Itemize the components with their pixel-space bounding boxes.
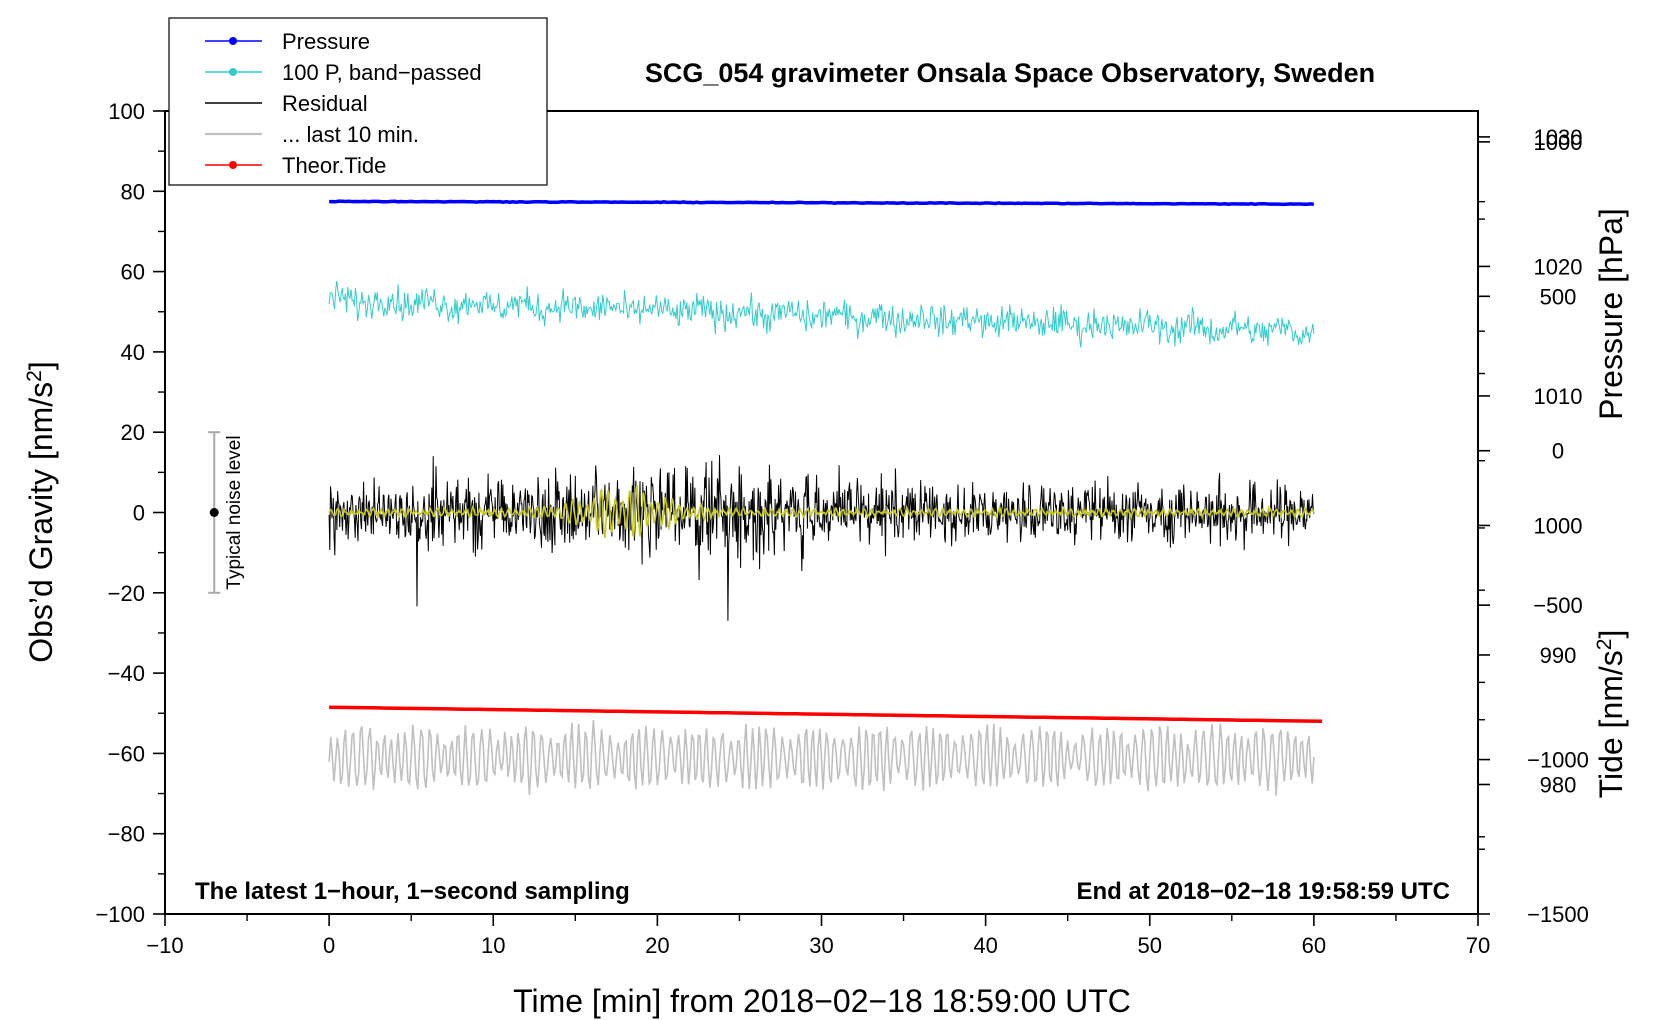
noise-bar-center-dot xyxy=(209,508,219,517)
y-tick-label: 0 xyxy=(133,501,145,526)
axes-layer: −10 0 10 20 30 40 50 60 70−100−80−60−40−20020406… xyxy=(95,99,1588,958)
y-tick-label: 100 xyxy=(108,99,145,124)
noise-bar: Typical noise level xyxy=(208,431,245,594)
tide-tick-label: −500 xyxy=(1533,593,1583,618)
y-tick-label: 80 xyxy=(121,179,145,204)
pressure-tick-label: 980 xyxy=(1540,772,1577,797)
series-residual xyxy=(328,455,1315,621)
tide-tick-label: 1000 xyxy=(1534,130,1583,155)
y-tick-label: 60 xyxy=(121,260,145,285)
noise-label: Typical noise level xyxy=(224,435,245,589)
legend-label: ... last 10 min. xyxy=(282,122,419,147)
y-tick-label: 40 xyxy=(121,340,145,365)
y-axis-title-tide: Tide [nm/s2] xyxy=(1593,630,1630,799)
legend-label: Pressure xyxy=(282,29,370,54)
x-tick-label: 60 xyxy=(1302,933,1326,958)
pressure-tick-label: 1000 xyxy=(1534,513,1583,538)
pressure-tick-label: 990 xyxy=(1540,643,1577,668)
legend-entries: Pressure 100 P, band−passed Residual ... la… xyxy=(205,29,482,178)
legend: Pressure 100 P, band−passed Residual ... la… xyxy=(168,17,548,186)
x-tick-label: 70 xyxy=(1466,933,1490,958)
legend-label: 100 P, band−passed xyxy=(282,60,482,85)
x-tick-label: 50 xyxy=(1138,933,1162,958)
y-axis-title-left: Obs’d Gravity [nm/s2] xyxy=(23,361,60,663)
x-tick-label: 40 xyxy=(973,933,997,958)
annotation-sampling: The latest 1−hour, 1−second sampling xyxy=(195,878,630,905)
tide-tick-label: −1000 xyxy=(1527,748,1589,773)
x-axis-title: Time [min] from 2018−02−18 18:59:00 UTC xyxy=(513,983,1131,1019)
legend-marker xyxy=(229,161,237,169)
tide-tick-label: 0 xyxy=(1552,439,1564,464)
tide-tick-label: −1500 xyxy=(1527,902,1589,927)
y-tick-label: 20 xyxy=(121,420,145,445)
y-tick-label: −40 xyxy=(108,661,145,686)
x-tick-label: 20 xyxy=(645,933,669,958)
y-axis-title-pressure: Pressure [hPa] xyxy=(1593,208,1629,420)
legend-marker xyxy=(229,37,237,45)
x-tick-label: 10 xyxy=(481,933,505,958)
legend-label: Theor.Tide xyxy=(282,153,386,178)
y-tick-label: −100 xyxy=(95,902,145,927)
series-pressure-bandpassed xyxy=(328,280,1315,348)
annotation-end-time: End at 2018−02−18 19:58:59 UTC xyxy=(1076,878,1450,905)
pressure-tick-label: 1030 xyxy=(1534,125,1583,150)
x-tick-label: −10 xyxy=(146,933,183,958)
series-layer xyxy=(328,199,1323,796)
y-tick-label: −20 xyxy=(108,581,145,606)
x-tick-label: 0 xyxy=(323,933,335,958)
y-tick-label: −80 xyxy=(108,822,145,847)
series-pressure xyxy=(329,199,1315,207)
pressure-tick-label: 1020 xyxy=(1534,254,1583,279)
legend-marker xyxy=(229,68,237,76)
series-residual-smoothed xyxy=(328,484,1315,539)
tide-tick-label: 500 xyxy=(1540,284,1577,309)
legend-box xyxy=(168,17,548,186)
chart-title: SCG_054 gravimeter Onsala Space Observat… xyxy=(645,58,1375,88)
series-theoretical-tide xyxy=(329,705,1323,724)
legend-label: Residual xyxy=(282,91,368,116)
pressure-tick-label: 1010 xyxy=(1534,384,1583,409)
x-tick-label: 30 xyxy=(809,933,833,958)
series-last-10-min xyxy=(328,720,1315,796)
y-tick-label: −60 xyxy=(108,741,145,766)
